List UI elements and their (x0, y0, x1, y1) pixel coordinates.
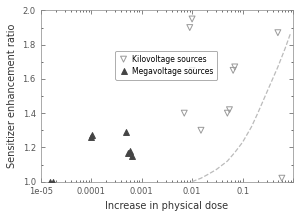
Kilovoltage sources (190, 69, 194, 72)
Kilovoltage sources (199, 129, 203, 132)
Megavoltage sources (47, 180, 52, 183)
Megavoltage sources (89, 135, 94, 139)
Kilovoltage sources (188, 26, 192, 29)
Kilovoltage sources (231, 69, 236, 72)
Megavoltage sources (128, 149, 133, 153)
Kilovoltage sources (182, 111, 187, 115)
Kilovoltage sources (232, 65, 237, 69)
Kilovoltage sources (227, 108, 232, 111)
Megavoltage sources (124, 130, 129, 134)
Megavoltage sources (130, 154, 134, 158)
Legend: Kilovoltage sources, Megavoltage sources: Kilovoltage sources, Megavoltage sources (115, 51, 217, 80)
Y-axis label: Sensitizer enhancement ratio: Sensitizer enhancement ratio (7, 24, 17, 168)
Kilovoltage sources (190, 17, 194, 21)
Megavoltage sources (126, 151, 131, 154)
Kilovoltage sources (225, 111, 230, 115)
Megavoltage sources (51, 180, 56, 183)
Kilovoltage sources (275, 31, 280, 34)
X-axis label: Increase in physical dose: Increase in physical dose (105, 201, 228, 211)
Megavoltage sources (90, 134, 94, 137)
Kilovoltage sources (280, 177, 284, 180)
